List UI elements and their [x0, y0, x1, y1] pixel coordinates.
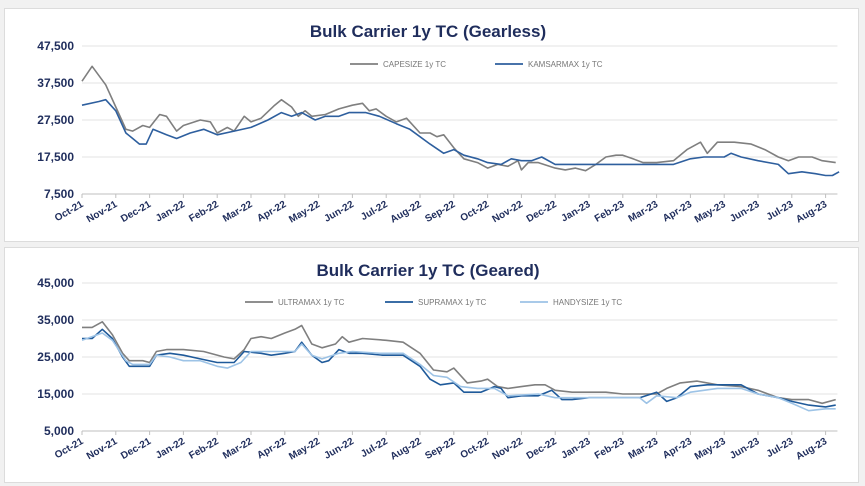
- y-tick-label: 27,500: [37, 113, 74, 127]
- x-tick-label: Feb-23: [593, 199, 627, 225]
- y-tick-label: 37,500: [37, 76, 74, 90]
- x-tick-label: May-23: [693, 436, 728, 463]
- x-tick-label: Mar-22: [221, 199, 255, 225]
- x-tick-label: Aug-23: [794, 199, 829, 226]
- legend-label: SUPRAMAX 1y TC: [418, 298, 487, 307]
- x-tick-label: Dec-21: [119, 436, 153, 462]
- chart-title: Bulk Carrier 1y TC (Gearless): [310, 22, 546, 41]
- y-tick-label: 7,500: [44, 187, 74, 201]
- x-tick-label: Jul-23: [765, 436, 796, 460]
- x-tick-label: Dec-22: [525, 199, 559, 225]
- x-tick-label: Jan-23: [560, 436, 593, 462]
- x-tick-label: Dec-21: [119, 199, 153, 225]
- x-tick-label: Jan-22: [154, 199, 187, 225]
- legend-label: CAPESIZE 1y TC: [383, 60, 446, 69]
- x-tick-label: Apr-22: [255, 199, 288, 225]
- x-tick-label: Dec-22: [525, 436, 559, 462]
- series-line-handysize: [81, 332, 836, 412]
- x-tick-label: Sep-22: [423, 436, 457, 462]
- x-tick-label: Aug-22: [389, 199, 424, 226]
- x-tick-label: Jun-22: [322, 199, 356, 225]
- x-tick-label: Jun-22: [322, 436, 356, 462]
- x-tick-label: Jun-23: [728, 436, 762, 462]
- x-tick-label: Jun-23: [728, 199, 762, 225]
- y-tick-label: 15,000: [37, 387, 74, 401]
- series-line-ultramax: [82, 321, 836, 405]
- x-tick-label: Nov-22: [491, 199, 526, 225]
- x-tick-label: Mar-23: [627, 199, 661, 225]
- x-tick-label: Jul-22: [359, 199, 390, 223]
- gearless-chart-panel: 7,500 17,500 27,500 37,500 47,500 Oct-21 Nov-2…: [4, 8, 859, 242]
- x-tick-label: Aug-23: [794, 436, 829, 463]
- x-tick-label: Oct-22: [459, 436, 492, 461]
- series-line-capesize: [81, 65, 836, 172]
- series-line-supramax: [82, 328, 836, 408]
- x-tick-label: Oct-22: [459, 199, 492, 224]
- y-tick-label: 25,000: [37, 350, 74, 364]
- y-tick-label: 5,000: [44, 424, 74, 438]
- legend-label: HANDYSIZE 1y TC: [553, 298, 622, 307]
- x-tick-label: Nov-21: [85, 436, 120, 462]
- x-tick-label: Feb-22: [187, 199, 221, 225]
- x-tick-label: Mar-23: [627, 436, 661, 462]
- series-line-kamsarmax: [81, 98, 840, 177]
- y-tick-label: 17,500: [37, 150, 74, 164]
- x-tick-label: Apr-23: [661, 199, 694, 225]
- x-tick-label: Nov-22: [491, 436, 526, 462]
- x-tick-label: Oct-21: [53, 199, 86, 224]
- y-tick-label: 47,500: [37, 39, 74, 53]
- x-tick-label: Mar-22: [221, 436, 255, 462]
- x-tick-label: Jul-23: [765, 199, 796, 223]
- x-tick-label: Feb-22: [187, 436, 221, 462]
- x-tick-label: Feb-23: [593, 436, 627, 462]
- x-tick-label: May-22: [287, 436, 322, 463]
- x-tick-label: Apr-23: [661, 436, 694, 462]
- legend-label: KAMSARMAX 1y TC: [528, 60, 603, 69]
- x-tick-label: Apr-22: [255, 436, 288, 462]
- y-tick-label: 45,000: [37, 276, 74, 290]
- x-tick-label: Jan-22: [154, 436, 187, 462]
- geared-chart-panel: 5,000 15,000 25,000 35,000 45,000 Oct-21 Nov-2…: [4, 247, 859, 483]
- chart-title: Bulk Carrier 1y TC (Geared): [317, 261, 540, 280]
- x-tick-label: Nov-21: [85, 199, 120, 225]
- x-tick-label: Oct-21: [53, 436, 86, 461]
- legend-label: ULTRAMAX 1y TC: [278, 298, 345, 307]
- x-tick-label: Aug-22: [389, 436, 424, 463]
- x-tick-label: Sep-22: [423, 199, 457, 225]
- x-tick-label: Jul-22: [359, 436, 390, 460]
- y-tick-label: 35,000: [37, 313, 74, 327]
- x-tick-label: May-23: [693, 199, 728, 226]
- x-tick-label: May-22: [287, 199, 322, 226]
- x-tick-label: Jan-23: [560, 199, 593, 225]
